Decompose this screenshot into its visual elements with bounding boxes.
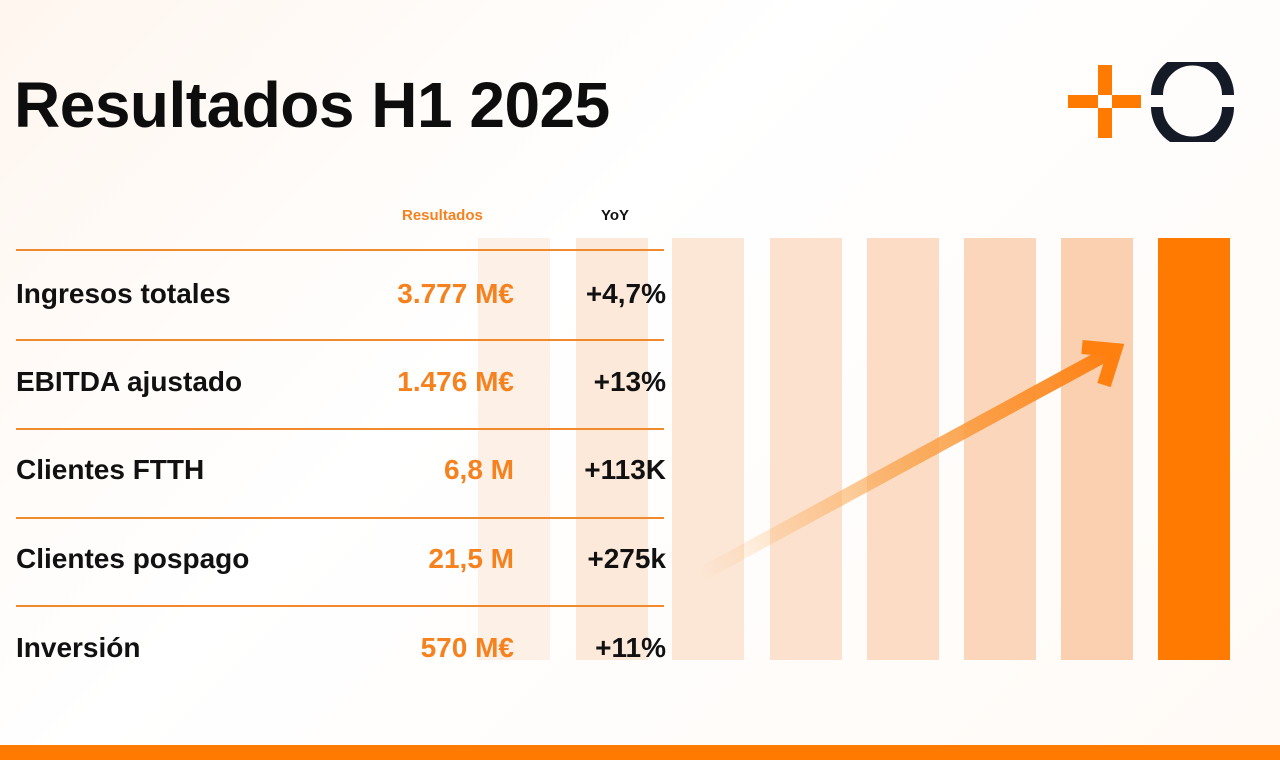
row-value: 3.777 M€ (397, 278, 514, 309)
row-value: 21,5 M (428, 543, 514, 574)
decor-bar (478, 238, 550, 660)
brand-logo-icon (1068, 62, 1234, 142)
slide-title: Resultados H1 2025 (14, 69, 610, 141)
row-label: Clientes pospago (16, 543, 250, 574)
row-label: Ingresos totales (16, 278, 231, 309)
row-label: Clientes FTTH (16, 454, 205, 485)
divider (16, 517, 664, 519)
row-label: EBITDA ajustado (16, 366, 243, 397)
row-yoy: +13% (593, 366, 666, 397)
row-label: Inversión (16, 632, 141, 663)
table-row: Clientes pospago 21,5 M +275k (16, 543, 666, 583)
divider (16, 249, 664, 251)
decor-bar (672, 238, 744, 660)
table-row: Clientes FTTH 6,8 M +113K (16, 454, 666, 494)
table-row: Inversión 570 M€ +11% (16, 632, 666, 672)
row-value: 1.476 M€ (397, 366, 514, 397)
divider (16, 605, 664, 607)
row-yoy: +275k (587, 543, 666, 574)
decor-bar (1061, 238, 1133, 660)
header-yoy: YoY (601, 207, 630, 224)
row-value: 570 M€ (420, 632, 514, 663)
table-row: Ingresos totales 3.777 M€ +4,7% (16, 278, 666, 318)
row-yoy: +4,7% (585, 278, 666, 309)
header-results: Resultados (402, 207, 483, 224)
table-row: EBITDA ajustado 1.476 M€ +13% (16, 366, 666, 406)
decor-bar-highlight (1158, 238, 1230, 660)
divider (16, 339, 664, 341)
row-yoy: +113K (584, 454, 666, 485)
bottom-accent-bar (0, 745, 1280, 760)
row-value: 6,8 M (443, 454, 514, 485)
decor-bar (576, 238, 648, 660)
divider (16, 428, 664, 430)
row-yoy: +11% (595, 632, 666, 663)
decor-bar (964, 238, 1036, 660)
decor-bar (770, 238, 842, 660)
